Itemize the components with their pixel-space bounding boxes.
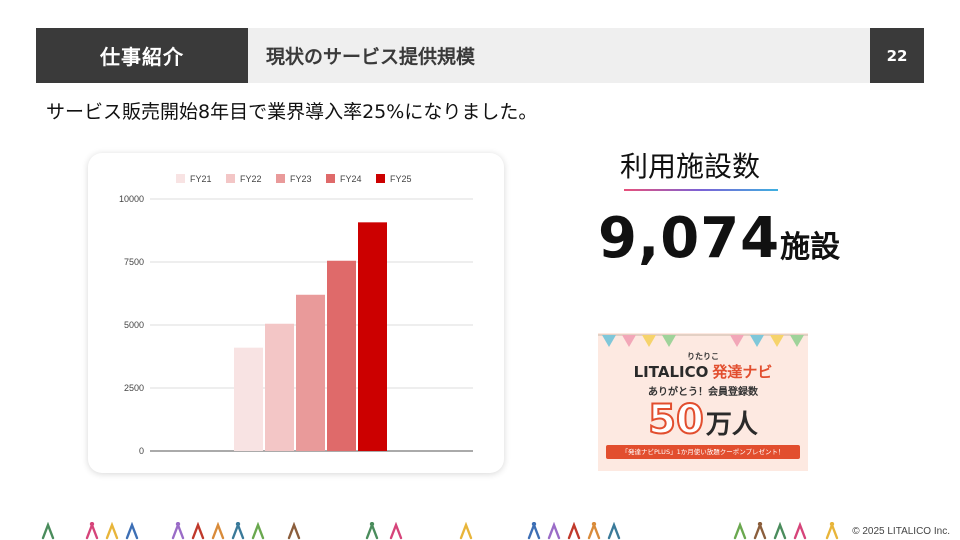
y-tick-label: 2500 bbox=[124, 383, 144, 393]
legend-label: FY24 bbox=[340, 174, 362, 184]
person-figure-icon bbox=[547, 522, 561, 540]
y-tick-label: 5000 bbox=[124, 320, 144, 330]
metric-unit: 施設 bbox=[780, 230, 841, 265]
person-figure-icon bbox=[231, 522, 245, 540]
person-figure-icon bbox=[607, 522, 621, 540]
person-figure-icon bbox=[733, 522, 747, 540]
bar bbox=[358, 222, 387, 451]
legend-label: FY22 bbox=[240, 174, 262, 184]
y-tick-label: 10000 bbox=[119, 194, 144, 204]
bar bbox=[327, 260, 356, 451]
legend-swatch bbox=[226, 174, 235, 183]
footer-people-icon bbox=[41, 522, 839, 540]
banner-brand: LITALICO 発達ナビ bbox=[598, 361, 808, 382]
legend-swatch bbox=[326, 174, 335, 183]
bar-chart: 0 2500 5000 7500 10000 FY21 FY22 FY23 FY24 FY25 bbox=[119, 174, 473, 456]
page-number-box: 22 bbox=[870, 28, 924, 83]
banner-count: 50万人 bbox=[598, 396, 808, 444]
banner-service-name: 発達ナビ bbox=[712, 363, 773, 381]
banner-brand-name: LITALICO bbox=[633, 363, 709, 381]
bar-chart-card: 0 2500 5000 7500 10000 FY21 FY22 FY23 FY24 FY25 bbox=[88, 153, 504, 473]
metric-title: 利用施設数 bbox=[620, 150, 761, 183]
bunting-flags-icon bbox=[598, 334, 808, 347]
legend-label: FY21 bbox=[190, 174, 212, 184]
person-figure-icon bbox=[567, 522, 581, 540]
person-figure-icon bbox=[365, 522, 379, 540]
copyright: © 2025 LITALICO Inc. bbox=[852, 526, 950, 537]
person-figure-icon bbox=[587, 522, 601, 540]
person-figure-icon bbox=[287, 522, 301, 540]
section-label: 仕事紹介 bbox=[36, 28, 248, 83]
legend-label: FY23 bbox=[290, 174, 312, 184]
bar bbox=[234, 347, 263, 451]
person-figure-icon bbox=[251, 522, 265, 540]
person-figure-icon bbox=[527, 522, 541, 540]
banner-campaign: 「発達ナビPLUS」1か月使い放題クーポンプレゼント！ bbox=[606, 445, 800, 459]
metric-underline bbox=[624, 189, 778, 191]
metric-number: 9,074 bbox=[598, 206, 781, 271]
person-figure-icon bbox=[773, 522, 787, 540]
person-figure-icon bbox=[753, 522, 767, 540]
slide-title: 現状のサービス提供規模 bbox=[266, 46, 476, 68]
bar bbox=[296, 294, 325, 451]
person-figure-icon bbox=[211, 522, 225, 540]
person-figure-icon bbox=[125, 522, 139, 540]
slide-title-bar: 現状のサービス提供規模 bbox=[248, 28, 870, 83]
y-tick-label: 7500 bbox=[124, 257, 144, 267]
person-figure-icon bbox=[105, 522, 119, 540]
metric-value: 9,074施設 bbox=[598, 206, 840, 271]
section-label-text: 仕事紹介 bbox=[100, 45, 184, 69]
promo-banner[interactable]: りたりこ LITALICO 発達ナビ ありがとう！会員登録数 50万人 「発達ナビ… bbox=[598, 333, 808, 471]
banner-thanks: ありがとう！会員登録数 bbox=[648, 387, 758, 398]
person-figure-icon bbox=[41, 522, 55, 540]
legend-swatch bbox=[376, 174, 385, 183]
legend-swatch bbox=[176, 174, 185, 183]
banner-kana: りたりこ bbox=[687, 352, 719, 361]
person-figure-icon bbox=[85, 522, 99, 540]
legend-swatch bbox=[276, 174, 285, 183]
legend-label: FY25 bbox=[390, 174, 412, 184]
person-figure-icon bbox=[459, 522, 473, 540]
person-figure-icon bbox=[793, 522, 807, 540]
person-figure-icon bbox=[825, 522, 839, 540]
person-figure-icon bbox=[191, 522, 205, 540]
page-number: 22 bbox=[886, 46, 908, 65]
person-figure-icon bbox=[389, 522, 403, 540]
person-figure-icon bbox=[171, 522, 185, 540]
bar bbox=[265, 323, 294, 451]
banner-count-number: 50 bbox=[647, 396, 705, 444]
y-tick-label: 0 bbox=[139, 446, 144, 456]
banner-count-unit: 万人 bbox=[705, 410, 758, 440]
lead-text: サービス販売開始8年目で業界導入率25%になりました。 bbox=[46, 101, 538, 123]
